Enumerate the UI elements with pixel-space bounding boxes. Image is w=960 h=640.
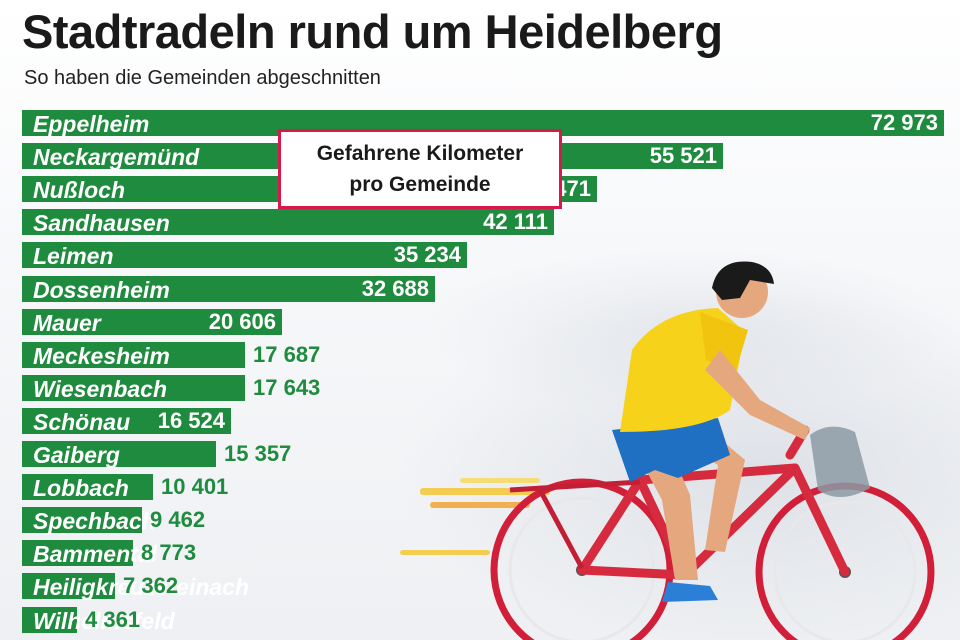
chart-subtitle: So haben die Gemeinden abgeschnitten (24, 67, 381, 89)
value-label: 72 973 (870, 110, 938, 135)
category-label: Lobbach (33, 475, 129, 501)
bar-13 (22, 540, 133, 566)
value-label: 15 357 (224, 441, 292, 466)
legend-box: Gefahrene Kilometer pro Gemeinde (278, 129, 562, 209)
category-label: Eppelheim (33, 111, 150, 137)
bar-8 (22, 375, 245, 401)
value-label: 9 462 (150, 507, 206, 532)
category-label: Dossenheim (33, 277, 170, 303)
category-label: Wiesenbach (33, 376, 168, 402)
bar-12 (22, 507, 142, 533)
category-label: Spechbach (33, 508, 156, 534)
value-label: 35 234 (393, 242, 461, 267)
value-label: 32 688 (361, 276, 429, 301)
value-label: 16 524 (157, 408, 225, 433)
category-label: Sandhausen (33, 210, 170, 236)
category-label: Gaiberg (33, 442, 120, 468)
bar-6 (22, 309, 282, 335)
value-label: 20 606 (208, 309, 276, 334)
value-label: 42 111 (483, 209, 548, 234)
value-label: 55 521 (649, 143, 717, 168)
value-label: 17 643 (253, 375, 321, 400)
category-label: Wilhelmsfeld (33, 608, 175, 634)
category-label: Meckesheim (33, 343, 170, 369)
category-label: Neckargemünd (33, 144, 200, 170)
bar-15 (22, 607, 77, 633)
value-label: 7 362 (123, 573, 179, 598)
category-label: Nußloch (33, 177, 125, 203)
chart-title: Stadtradeln rund um Heidelberg (22, 5, 723, 58)
category-label: Leimen (33, 243, 114, 269)
cyclist-illustration (400, 261, 935, 640)
category-label: Schönau (33, 409, 131, 435)
value-label: 17 687 (253, 342, 321, 367)
value-label: 4 361 (85, 607, 141, 632)
bar-11 (22, 474, 153, 500)
value-label: 10 401 (161, 474, 229, 499)
category-label: Mauer (33, 310, 101, 336)
bar-9 (22, 408, 231, 434)
legend-line-1: Gefahrene Kilometer (316, 142, 524, 165)
bar-4 (22, 242, 467, 268)
bar-7 (22, 342, 245, 368)
legend-line-2: pro Gemeinde (349, 173, 491, 196)
bar-14 (22, 573, 115, 599)
value-label: 8 773 (141, 540, 197, 565)
bar-5 (22, 276, 435, 302)
category-label: Heiligkreuzsteinach (33, 574, 250, 600)
category-label: Bammental (33, 541, 157, 567)
bar-3 (22, 209, 554, 235)
bar-10 (22, 441, 216, 467)
